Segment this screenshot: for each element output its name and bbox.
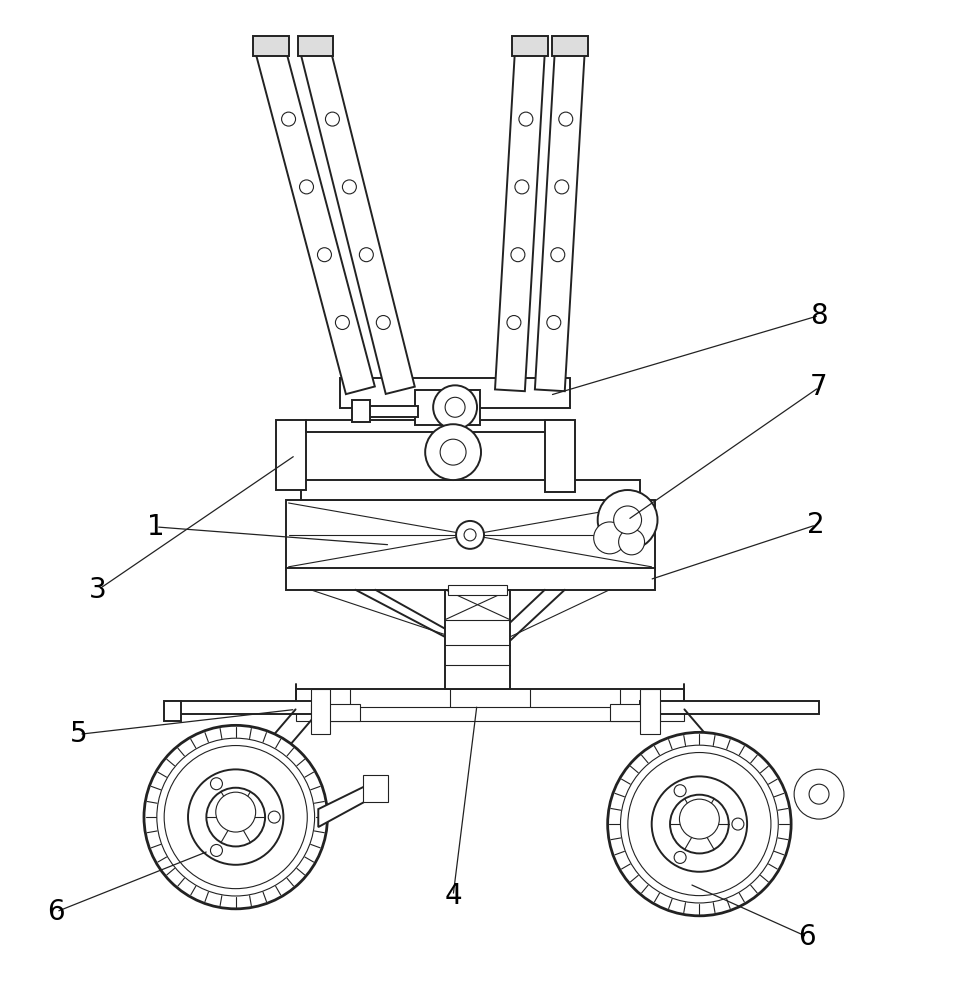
Polygon shape <box>318 782 373 827</box>
Circle shape <box>547 316 560 329</box>
Polygon shape <box>352 400 371 422</box>
Circle shape <box>507 316 521 329</box>
Polygon shape <box>512 36 548 56</box>
Circle shape <box>336 316 349 329</box>
Polygon shape <box>296 707 684 721</box>
Circle shape <box>628 753 771 896</box>
Circle shape <box>794 769 844 819</box>
Circle shape <box>425 424 481 480</box>
Circle shape <box>621 745 778 903</box>
Polygon shape <box>256 47 375 394</box>
Circle shape <box>225 806 247 828</box>
Circle shape <box>555 180 569 194</box>
Circle shape <box>619 529 644 555</box>
Text: 6: 6 <box>798 923 816 951</box>
Text: 3: 3 <box>90 576 107 604</box>
Circle shape <box>281 112 296 126</box>
Polygon shape <box>415 390 480 425</box>
Polygon shape <box>535 50 585 391</box>
Circle shape <box>679 799 719 839</box>
Circle shape <box>511 248 524 262</box>
Polygon shape <box>301 480 639 500</box>
Polygon shape <box>301 48 414 394</box>
Circle shape <box>594 522 626 554</box>
Text: 6: 6 <box>48 898 65 926</box>
Circle shape <box>688 813 710 835</box>
Circle shape <box>359 248 374 262</box>
Circle shape <box>456 521 484 549</box>
Circle shape <box>317 248 332 262</box>
Text: 2: 2 <box>808 511 825 539</box>
Polygon shape <box>306 420 570 432</box>
Circle shape <box>732 818 744 830</box>
Polygon shape <box>495 50 545 391</box>
Circle shape <box>300 180 313 194</box>
Polygon shape <box>355 406 418 417</box>
Polygon shape <box>341 378 570 408</box>
Text: 4: 4 <box>445 882 462 910</box>
Polygon shape <box>545 420 575 492</box>
Circle shape <box>210 844 223 856</box>
Polygon shape <box>298 36 334 56</box>
Circle shape <box>210 778 223 790</box>
Polygon shape <box>639 701 819 714</box>
Circle shape <box>559 112 573 126</box>
Circle shape <box>608 732 791 916</box>
Text: 7: 7 <box>811 373 828 401</box>
Polygon shape <box>285 500 655 570</box>
Polygon shape <box>445 590 510 689</box>
Polygon shape <box>552 36 588 56</box>
Polygon shape <box>163 701 181 721</box>
Circle shape <box>440 439 466 465</box>
Circle shape <box>164 746 307 889</box>
Polygon shape <box>296 689 684 709</box>
Polygon shape <box>310 689 331 734</box>
Circle shape <box>445 397 465 417</box>
Circle shape <box>674 851 686 863</box>
Circle shape <box>206 788 265 846</box>
Circle shape <box>342 180 356 194</box>
Polygon shape <box>363 775 388 802</box>
Circle shape <box>810 784 829 804</box>
Polygon shape <box>639 689 660 734</box>
Circle shape <box>515 180 529 194</box>
Circle shape <box>551 248 564 262</box>
Circle shape <box>144 725 328 909</box>
Polygon shape <box>310 704 360 721</box>
Polygon shape <box>275 420 306 490</box>
Circle shape <box>188 769 283 865</box>
Circle shape <box>674 785 686 797</box>
Circle shape <box>670 795 729 853</box>
Polygon shape <box>449 585 507 595</box>
Circle shape <box>325 112 340 126</box>
Circle shape <box>433 385 477 429</box>
Circle shape <box>377 316 390 329</box>
Circle shape <box>652 776 747 872</box>
Circle shape <box>157 738 314 896</box>
Polygon shape <box>312 51 403 391</box>
Polygon shape <box>171 701 331 714</box>
Text: 8: 8 <box>811 302 828 330</box>
Circle shape <box>597 490 658 550</box>
Polygon shape <box>253 36 289 56</box>
Circle shape <box>216 792 256 832</box>
Polygon shape <box>268 51 363 391</box>
Circle shape <box>269 811 280 823</box>
Circle shape <box>614 506 641 534</box>
Text: 5: 5 <box>70 720 88 748</box>
Polygon shape <box>610 704 660 721</box>
Text: 1: 1 <box>147 513 164 541</box>
Circle shape <box>464 529 476 541</box>
Polygon shape <box>285 568 655 590</box>
Circle shape <box>519 112 533 126</box>
